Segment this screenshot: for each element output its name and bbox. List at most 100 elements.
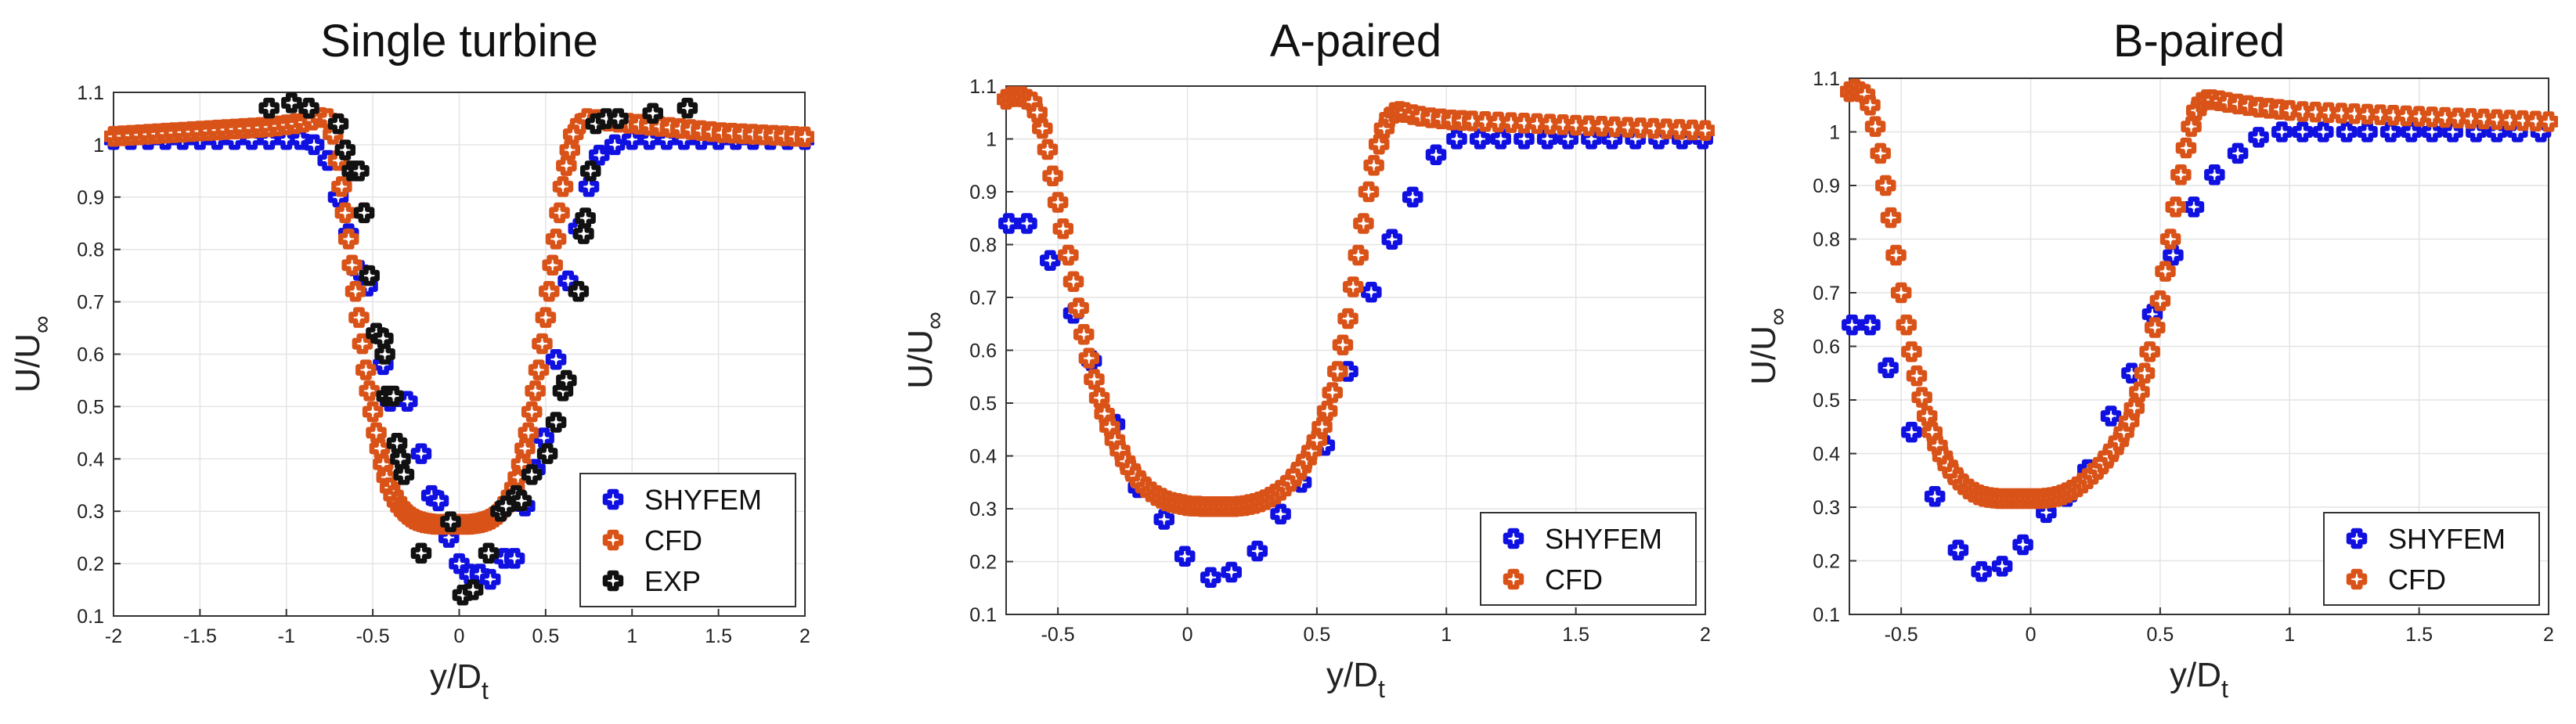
x-tick-label: -0.5 xyxy=(356,625,390,647)
data-point-shyfem xyxy=(2227,142,2249,164)
y-tick-label: 0.7 xyxy=(969,287,997,309)
data-point-cfd xyxy=(521,401,543,423)
data-point-cfd xyxy=(552,176,574,197)
y-axis-label: U/U∞ xyxy=(9,315,56,393)
data-point-cfd xyxy=(1322,382,1343,403)
x-tick-label: -1 xyxy=(278,625,295,647)
y-tick-label: 0.1 xyxy=(1813,604,1840,626)
legend-box xyxy=(1480,512,1697,606)
data-point-cfd xyxy=(556,155,577,176)
data-point-cfd xyxy=(1058,244,1079,266)
data-point-cfd xyxy=(535,307,557,328)
data-point-cfd xyxy=(359,380,380,402)
x-tick-label: -1.5 xyxy=(183,625,217,647)
legend-marker-cfd xyxy=(2346,568,2368,590)
data-point-shyfem xyxy=(1842,314,1863,336)
x-tick-label: 1.5 xyxy=(1562,624,1589,646)
data-point-shyfem xyxy=(1270,503,1291,524)
x-tick-label: -0.5 xyxy=(1041,624,1075,646)
data-point-exp xyxy=(353,202,375,224)
data-point-shyfem xyxy=(1361,282,1382,303)
data-point-cfd xyxy=(794,126,814,148)
data-point-exp xyxy=(462,579,484,600)
data-point-cfd xyxy=(2159,229,2181,250)
y-tick-label: 0.7 xyxy=(1813,283,1840,304)
x-tick-label: 1 xyxy=(1441,624,1452,646)
y-tick-label: 0.5 xyxy=(1813,390,1840,412)
data-point-shyfem xyxy=(410,443,432,464)
legend-label-cfd: CFD xyxy=(1545,564,1603,596)
data-point-cfd xyxy=(345,280,366,302)
data-point-cfd xyxy=(1037,139,1059,160)
data-point-shyfem xyxy=(1901,421,1922,443)
data-point-cfd xyxy=(525,380,546,402)
data-point-cfd xyxy=(362,401,384,423)
data-point-cfd xyxy=(2145,317,2166,338)
legend-label-shyfem: SHYFEM xyxy=(644,484,762,516)
data-point-shyfem xyxy=(1924,486,1946,507)
data-point-shyfem xyxy=(2357,121,2378,142)
data-point-cfd xyxy=(2123,398,2145,419)
data-point-shyfem xyxy=(1425,144,1447,165)
data-point-cfd xyxy=(1885,244,1907,266)
data-point-cfd xyxy=(1342,276,1364,297)
chart-panel-3: -0.5 0 0.5 1 1.5 2 0.1 0.2 0.3 0.4 0.5 0.6 0.7 0.8 0.9… xyxy=(1744,16,2558,703)
data-point-cfd xyxy=(1860,95,1881,116)
data-point-shyfem xyxy=(2401,121,2422,142)
data-point-cfd xyxy=(1880,207,1902,229)
data-point-cfd xyxy=(2155,261,2176,282)
x-tick-label: -0.5 xyxy=(1885,624,1918,646)
data-point-cfd xyxy=(2149,290,2171,312)
data-point-cfd xyxy=(1327,361,1348,382)
data-point-cfd xyxy=(337,229,359,250)
legend-label-shyfem: SHYFEM xyxy=(1545,523,1662,555)
data-point-shyfem xyxy=(2292,121,2314,142)
data-point-shyfem xyxy=(303,134,325,156)
x-tick-label: 1 xyxy=(626,625,637,647)
data-point-exp xyxy=(495,495,517,517)
data-point-shyfem xyxy=(639,128,660,150)
data-point-shyfem xyxy=(1200,567,1221,588)
data-point-cfd xyxy=(1052,218,1074,240)
legend-marker-shyfem xyxy=(602,488,624,510)
data-point-cfd xyxy=(2139,341,2160,362)
data-point-cfd xyxy=(1353,213,1374,234)
x-tick-label: 1.5 xyxy=(705,625,732,647)
data-point-shyfem xyxy=(604,134,626,156)
data-point-cfd xyxy=(549,202,570,224)
x-tick-label: 1 xyxy=(2284,624,2295,646)
x-tick-label: 0 xyxy=(1182,624,1193,646)
data-point-exp xyxy=(580,160,601,182)
data-point-shyfem xyxy=(1174,546,1196,567)
data-point-shyfem xyxy=(589,145,610,166)
data-point-exp xyxy=(383,385,404,407)
y-tick-label: 0.1 xyxy=(77,606,104,628)
data-point-cfd xyxy=(1084,369,1105,390)
legend: SHYFEM CFD EXP xyxy=(579,473,796,607)
chart-title: Single turbine xyxy=(320,16,598,67)
data-point-shyfem xyxy=(428,490,449,512)
y-tick-label: 0.6 xyxy=(77,344,104,366)
data-point-exp xyxy=(556,369,577,391)
data-point-shyfem xyxy=(1947,539,1969,561)
data-point-shyfem xyxy=(2336,121,2358,142)
data-point-cfd xyxy=(1890,282,1912,304)
data-point-cfd xyxy=(1032,117,1053,139)
data-point-cfd xyxy=(341,254,363,276)
data-point-cfd xyxy=(2134,362,2156,384)
data-point-shyfem xyxy=(1381,229,1403,250)
data-point-shyfem xyxy=(2271,121,2293,142)
data-point-shyfem xyxy=(2036,502,2057,524)
y-tick-label: 0.9 xyxy=(969,182,997,204)
legend-marker-cfd xyxy=(602,529,624,551)
data-point-cfd xyxy=(2165,196,2186,218)
data-point-cfd xyxy=(514,438,536,459)
y-tick-label: 0.8 xyxy=(77,240,104,261)
data-point-cfd xyxy=(1864,116,1886,137)
legend-label-cfd: CFD xyxy=(2388,564,2446,596)
data-point-shyfem xyxy=(1513,128,1535,149)
y-tick-label: 0.3 xyxy=(77,501,104,523)
data-point-exp xyxy=(334,139,356,160)
data-point-shyfem xyxy=(2380,121,2401,142)
